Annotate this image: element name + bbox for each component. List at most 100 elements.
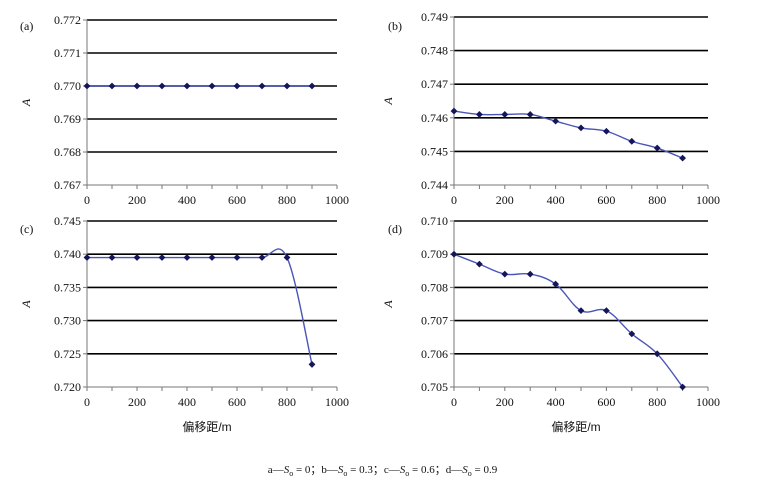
x-tick-label: 200 xyxy=(128,395,146,409)
y-axis-label: A xyxy=(19,98,33,107)
y-tick-label: 0.771 xyxy=(54,46,81,60)
x-tick-label: 200 xyxy=(496,395,514,409)
data-point xyxy=(283,254,291,261)
x-tick-label: 600 xyxy=(228,395,246,409)
x-tick-label: 600 xyxy=(228,193,246,207)
x-tick-label: 400 xyxy=(547,193,565,207)
panel-label: (b) xyxy=(388,19,402,33)
data-point xyxy=(208,254,216,261)
y-tick-label: 0.708 xyxy=(421,280,448,294)
data-point xyxy=(308,82,316,90)
series-line xyxy=(453,110,683,159)
x-tick-label: 600 xyxy=(597,193,615,207)
data-point xyxy=(603,127,610,135)
data-point xyxy=(552,280,559,288)
data-point xyxy=(577,307,585,315)
data-point xyxy=(526,270,534,278)
y-tick-label: 0.772 xyxy=(54,13,81,27)
data-point xyxy=(476,111,483,118)
data-point xyxy=(308,361,316,368)
x-tick-label: 200 xyxy=(128,193,146,207)
x-tick-label: 400 xyxy=(178,395,196,409)
x-tick-label: 1000 xyxy=(696,395,720,409)
y-tick-label: 0.710 xyxy=(421,214,448,228)
data-point xyxy=(653,144,661,152)
data-point xyxy=(83,82,91,90)
data-point xyxy=(258,82,266,90)
x-tick-label: 600 xyxy=(597,395,615,409)
data-point xyxy=(283,82,291,90)
x-tick-label: 1000 xyxy=(325,395,349,409)
y-tick-label: 0.770 xyxy=(54,79,81,93)
caption-separator: ； xyxy=(372,464,384,476)
chart-panel-3: 0.720 0.725 0.730 0.735 0.740 0.745 0 200 400 600… xyxy=(19,214,349,434)
y-axis-label: A xyxy=(19,300,33,309)
panel-label: (a) xyxy=(20,19,33,33)
y-tick-label: 0.725 xyxy=(54,347,81,361)
y-tick-label: 0.705 xyxy=(421,380,448,394)
data-point xyxy=(258,254,266,261)
y-axis-label: A xyxy=(381,97,395,106)
data-point xyxy=(158,254,166,261)
chart-panel-2: 0.744 0.745 0.746 0.747 0.748 0.749 0 200 400 600… xyxy=(381,10,720,207)
data-point xyxy=(183,82,191,90)
caption-item-a: a—So = 0 xyxy=(267,464,311,479)
x-tick-label: 0 xyxy=(84,193,90,207)
x-tick-label: 800 xyxy=(648,395,666,409)
figure-caption: a—So = 0；b—So = 0.3；c—So = 0.6；d—So = 0.… xyxy=(0,461,765,478)
x-tick-label: 0 xyxy=(84,395,90,409)
y-tick-label: 0.720 xyxy=(54,380,81,394)
y-tick-label: 0.745 xyxy=(54,214,81,228)
y-tick-label: 0.709 xyxy=(421,247,448,261)
panel-label: (c) xyxy=(20,222,33,236)
y-tick-label: 0.769 xyxy=(54,112,81,126)
data-point xyxy=(108,82,116,90)
x-axis-label: 偏移距/m xyxy=(182,419,231,434)
data-point xyxy=(108,254,116,261)
y-tick-label: 0.706 xyxy=(421,347,448,361)
x-tick-label: 800 xyxy=(278,193,296,207)
x-tick-label: 0 xyxy=(451,395,457,409)
x-axis-label: 偏移距/m xyxy=(551,419,600,434)
y-tick-label: 0.745 xyxy=(421,144,448,158)
y-tick-label: 0.749 xyxy=(421,10,448,24)
y-tick-label: 0.707 xyxy=(421,314,448,328)
y-tick-label: 0.730 xyxy=(54,314,81,328)
data-point xyxy=(233,254,241,261)
chart-panel-1: 0.767 0.768 0.769 0.770 0.771 0.772 0 200 400 600… xyxy=(19,13,349,207)
caption-separator: ； xyxy=(310,464,322,476)
y-axis-label: A xyxy=(381,300,395,309)
x-tick-label: 1000 xyxy=(696,193,720,207)
x-tick-label: 1000 xyxy=(325,193,349,207)
y-tick-label: 0.740 xyxy=(54,247,81,261)
x-tick-label: 200 xyxy=(496,193,514,207)
data-point xyxy=(133,82,141,90)
data-point xyxy=(653,350,661,358)
data-point xyxy=(628,330,636,338)
data-point xyxy=(476,260,483,268)
caption-item-b: b—So = 0.3 xyxy=(321,464,373,479)
caption-item-c: c—So = 0.6 xyxy=(383,464,435,479)
x-tick-label: 0 xyxy=(451,193,457,207)
data-point xyxy=(577,124,585,132)
data-point xyxy=(501,111,509,118)
y-tick-label: 0.744 xyxy=(421,178,448,192)
data-point xyxy=(526,111,534,118)
data-point xyxy=(133,254,141,261)
data-point xyxy=(183,254,191,261)
panel-label: (d) xyxy=(388,222,402,236)
x-tick-label: 400 xyxy=(178,193,196,207)
series-line xyxy=(87,248,313,365)
y-tick-label: 0.746 xyxy=(421,111,448,125)
data-point xyxy=(450,107,458,115)
data-point xyxy=(83,254,91,261)
series-line xyxy=(453,253,684,388)
caption-separator: ； xyxy=(434,464,446,476)
data-point xyxy=(208,82,216,90)
chart-panel-4: 0.705 0.706 0.707 0.708 0.709 0.710 0 200 400 600… xyxy=(381,214,720,434)
y-tick-label: 0.768 xyxy=(54,145,81,159)
x-tick-label: 800 xyxy=(278,395,296,409)
data-point xyxy=(501,270,509,278)
data-point xyxy=(450,250,458,258)
